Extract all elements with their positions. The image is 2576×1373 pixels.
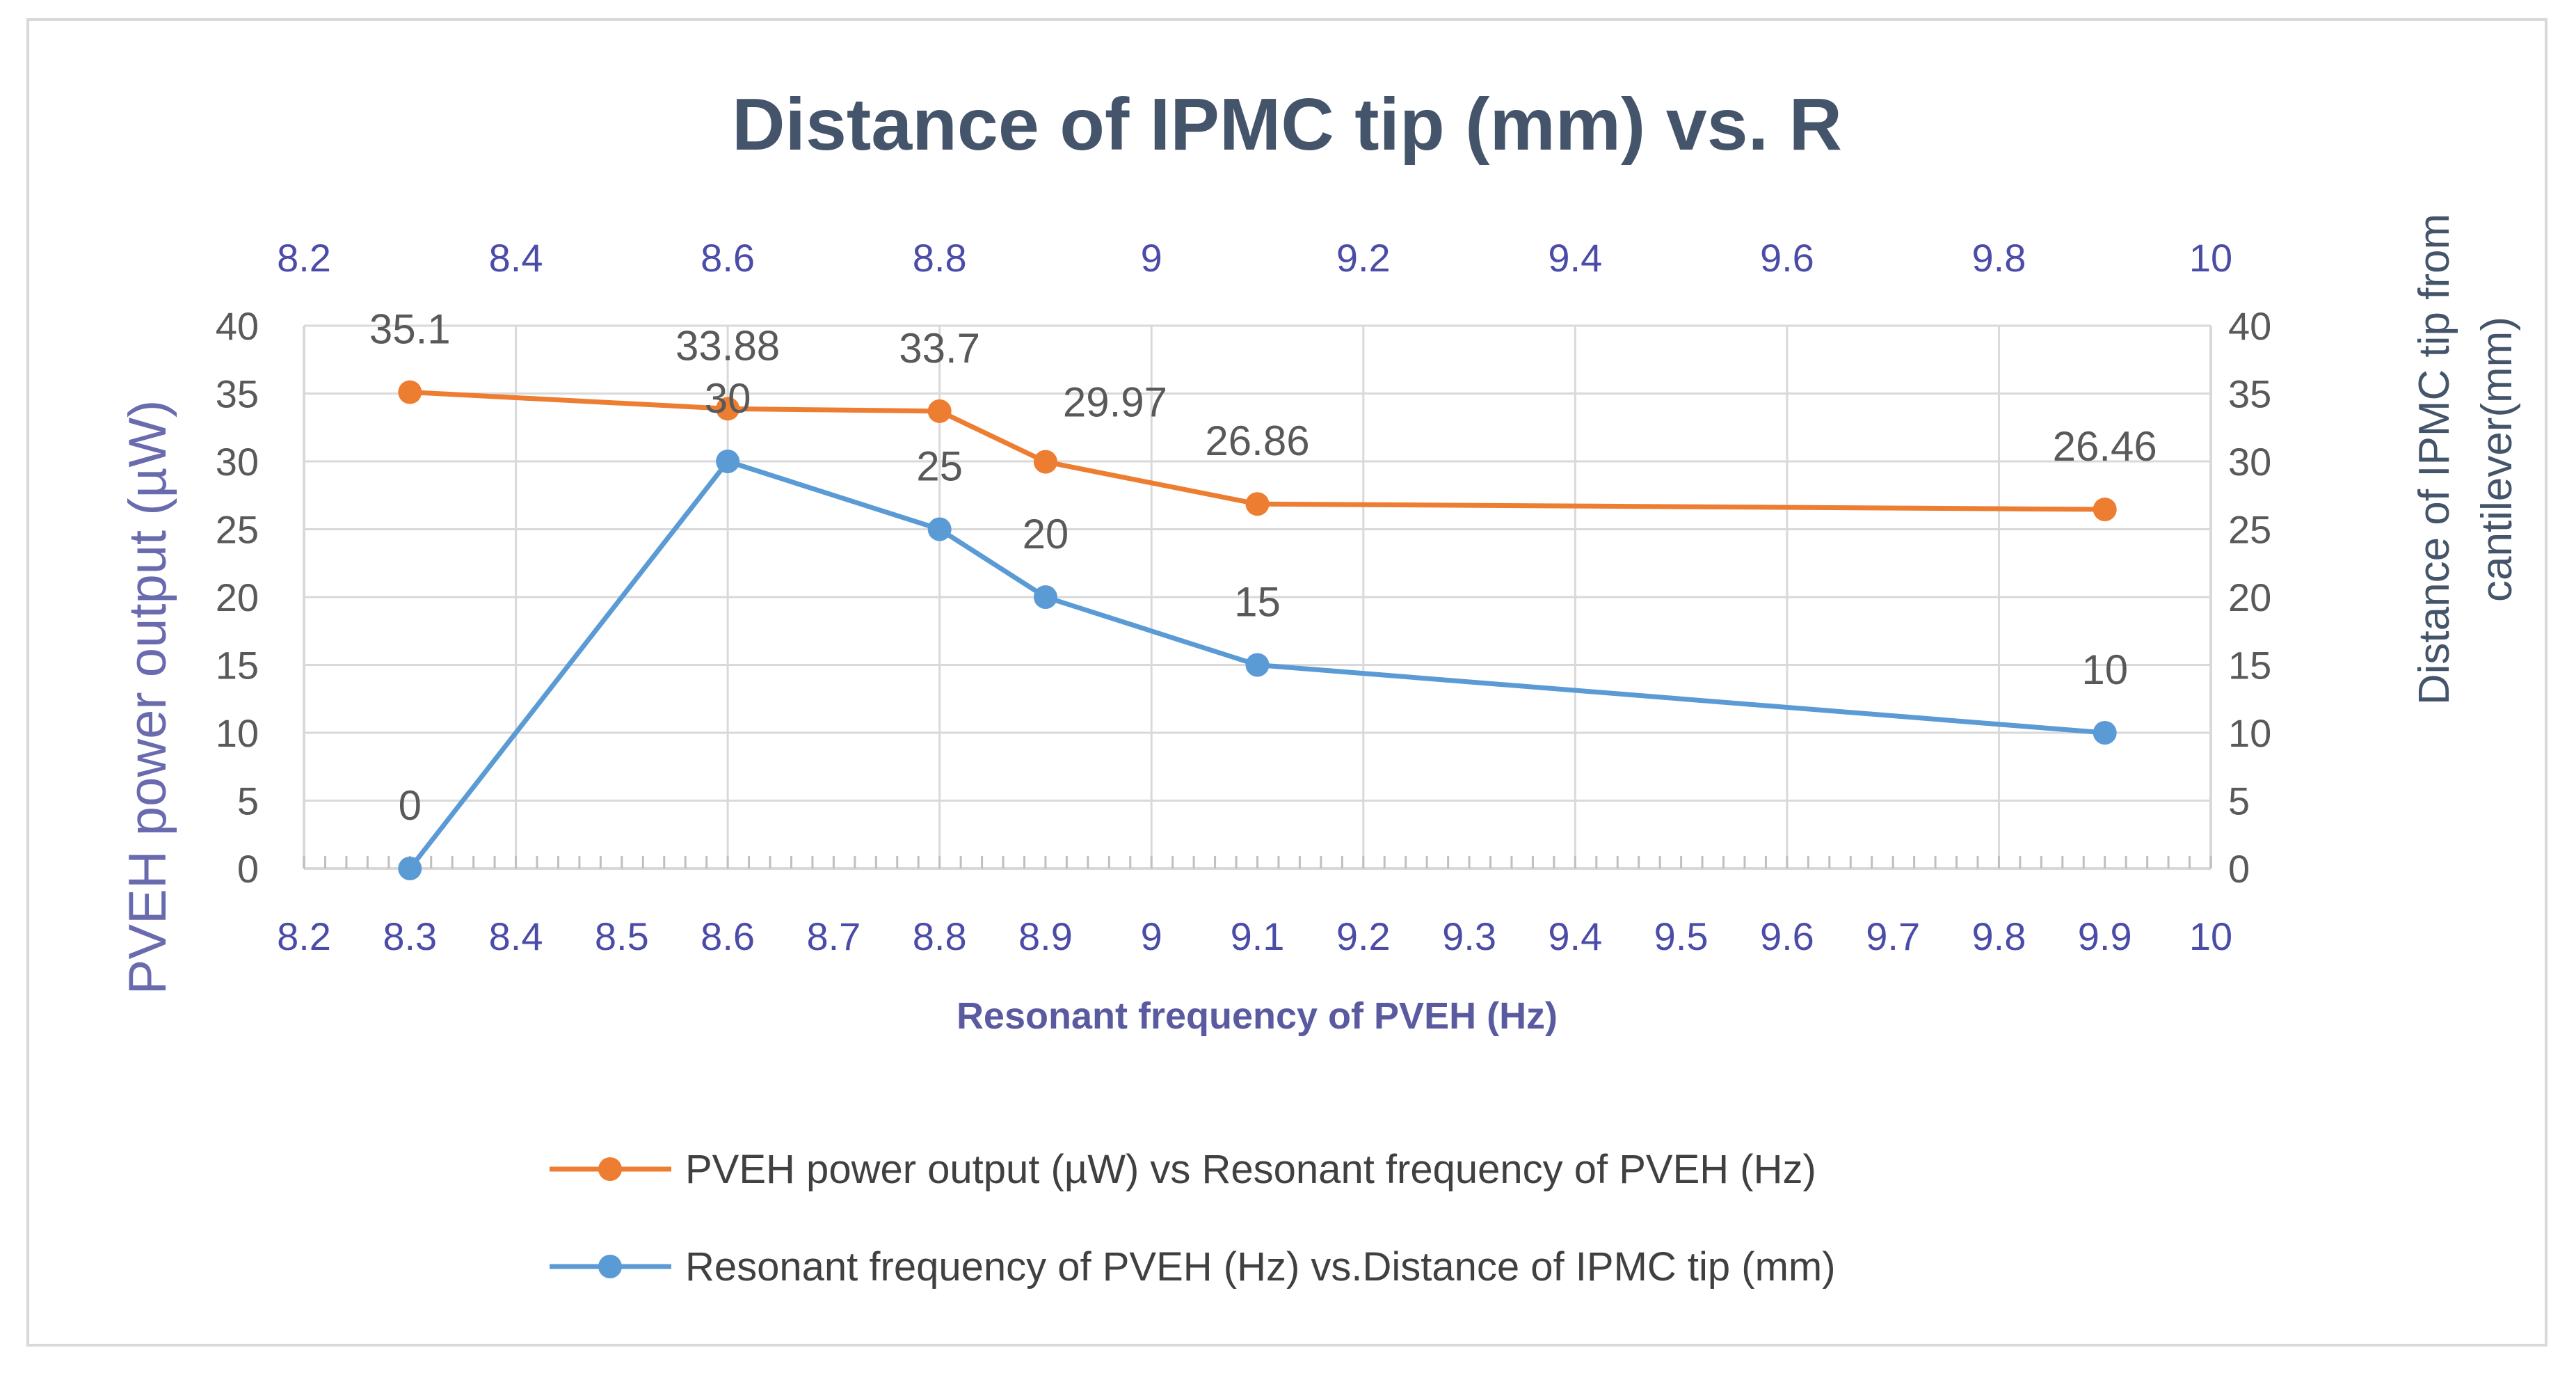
x-tick-label-top: 8.6 xyxy=(701,236,755,280)
y-tick-label-left: 0 xyxy=(237,847,259,891)
y-tick-label-right: 0 xyxy=(2228,847,2250,891)
x-tick-label-bottom: 8.6 xyxy=(701,914,755,958)
x-tick-label-bottom: 9.8 xyxy=(1972,914,2026,958)
y-tick-label-right: 15 xyxy=(2228,644,2271,688)
data-point xyxy=(927,399,952,423)
x-tick-label-bottom: 10 xyxy=(2189,914,2232,958)
y-tick-label-left: 10 xyxy=(216,711,259,755)
data-point xyxy=(398,380,422,404)
y-axis-label-right-line1: Distance of IPMC tip from xyxy=(2410,214,2458,705)
x-tick-label-top: 8.2 xyxy=(277,236,331,280)
data-point xyxy=(2093,721,2117,745)
data-label: 35.1 xyxy=(369,306,451,353)
y-tick-label-left: 20 xyxy=(216,576,259,619)
x-tick-label-top: 8.8 xyxy=(913,236,967,280)
x-tick-label-bottom: 9.7 xyxy=(1866,914,1920,958)
legend-marker xyxy=(598,1157,622,1181)
x-tick-label-bottom: 8.7 xyxy=(806,914,861,958)
y-tick-label-left: 5 xyxy=(237,779,259,823)
legend-marker xyxy=(598,1255,622,1278)
y-tick-label-right: 30 xyxy=(2228,440,2271,484)
x-tick-label-bottom: 9.9 xyxy=(2078,914,2132,958)
data-point xyxy=(2093,498,2117,522)
x-tick-label-top: 9 xyxy=(1141,236,1162,280)
y-tick-label-right: 25 xyxy=(2228,508,2271,552)
data-point xyxy=(398,857,422,880)
data-label: 20 xyxy=(1023,511,1069,557)
x-tick-label-bottom: 8.4 xyxy=(489,914,543,958)
x-tick-label-bottom: 8.3 xyxy=(383,914,437,958)
data-label: 30 xyxy=(705,375,751,422)
data-label: 10 xyxy=(2081,646,2128,693)
x-tick-label-bottom: 9.4 xyxy=(1548,914,1602,958)
x-tick-label-bottom: 8.2 xyxy=(277,914,331,958)
x-tick-label-bottom: 9 xyxy=(1141,914,1162,958)
chart-border xyxy=(26,18,2547,1347)
y-tick-label-left: 25 xyxy=(216,508,259,552)
x-tick-label-bottom: 9.1 xyxy=(1231,914,1285,958)
data-point xyxy=(1033,450,1057,474)
x-tick-label-bottom: 8.8 xyxy=(913,914,967,958)
y-tick-label-left: 35 xyxy=(216,372,259,416)
y-tick-label-right: 20 xyxy=(2228,576,2271,619)
y-tick-label-right: 40 xyxy=(2228,304,2271,348)
series-line xyxy=(408,459,2106,871)
y-tick-label-right: 35 xyxy=(2228,372,2271,416)
y-tick-label-left: 15 xyxy=(216,644,259,688)
data-labels: 35.1 33.88 33.7 29.97 26.86 26.46 0 30 25 20 15 10 xyxy=(369,306,2157,829)
x-tick-label-top: 10 xyxy=(2189,236,2232,280)
series-line xyxy=(410,390,2105,512)
x-tick-label-bottom: 9.5 xyxy=(1654,914,1709,958)
y-axis-label-left: PVEH power output (µW) xyxy=(118,400,177,995)
data-point xyxy=(927,517,952,541)
x-tick-label-bottom: 8.5 xyxy=(595,914,649,958)
y-tick-label-left: 40 xyxy=(216,304,259,348)
data-point xyxy=(1245,492,1270,516)
x-tick-label-bottom: 9.2 xyxy=(1336,914,1391,958)
data-point xyxy=(716,450,740,473)
x-tick-label-top: 8.4 xyxy=(489,236,543,280)
legend: PVEH power output (µW) vs Resonant frequ… xyxy=(550,1147,1836,1289)
x-axis-label: Resonant frequency of PVEH (Hz) xyxy=(957,995,1558,1037)
data-label: 0 xyxy=(399,782,422,829)
x-tick-label-bottom: 8.9 xyxy=(1018,914,1073,958)
data-point xyxy=(1245,653,1270,677)
data-label: 26.86 xyxy=(1205,418,1309,464)
x-tick-label-top: 9.4 xyxy=(1548,236,1602,280)
data-label: 33.7 xyxy=(899,325,980,372)
series-lines xyxy=(398,380,2117,880)
data-label: 29.97 xyxy=(1063,379,1167,426)
data-point xyxy=(716,397,740,421)
x-tick-label-top: 9.6 xyxy=(1760,236,1814,280)
legend-label: PVEH power output (µW) vs Resonant frequ… xyxy=(685,1147,1816,1192)
axes: 0 0 5 5 10 10 15 15 20 20 25 25 30 30 35 35 40 40 8.2 8.4 8.… xyxy=(216,236,2272,958)
x-tick-label-bottom: 9.6 xyxy=(1760,914,1814,958)
x-tick-label-bottom: 9.3 xyxy=(1442,914,1496,958)
y-tick-label-right: 10 xyxy=(2228,711,2271,755)
data-label: 15 xyxy=(1234,579,1281,626)
y-axis-label-right-line2: cantilever(mm) xyxy=(2473,317,2521,602)
data-label: 26.46 xyxy=(2053,423,2157,470)
y-tick-label-left: 30 xyxy=(216,440,259,484)
data-label: 25 xyxy=(916,443,963,490)
x-tick-label-top: 9.2 xyxy=(1336,236,1391,280)
legend-label: Resonant frequency of PVEH (Hz) vs.Dista… xyxy=(685,1244,1836,1289)
data-point xyxy=(1033,585,1057,609)
x-tick-label-top: 9.8 xyxy=(1972,236,2026,280)
data-label: 33.88 xyxy=(675,322,780,369)
y-tick-label-right: 5 xyxy=(2228,779,2250,823)
chart-title: Distance of IPMC tip (mm) vs. R xyxy=(732,84,1842,166)
